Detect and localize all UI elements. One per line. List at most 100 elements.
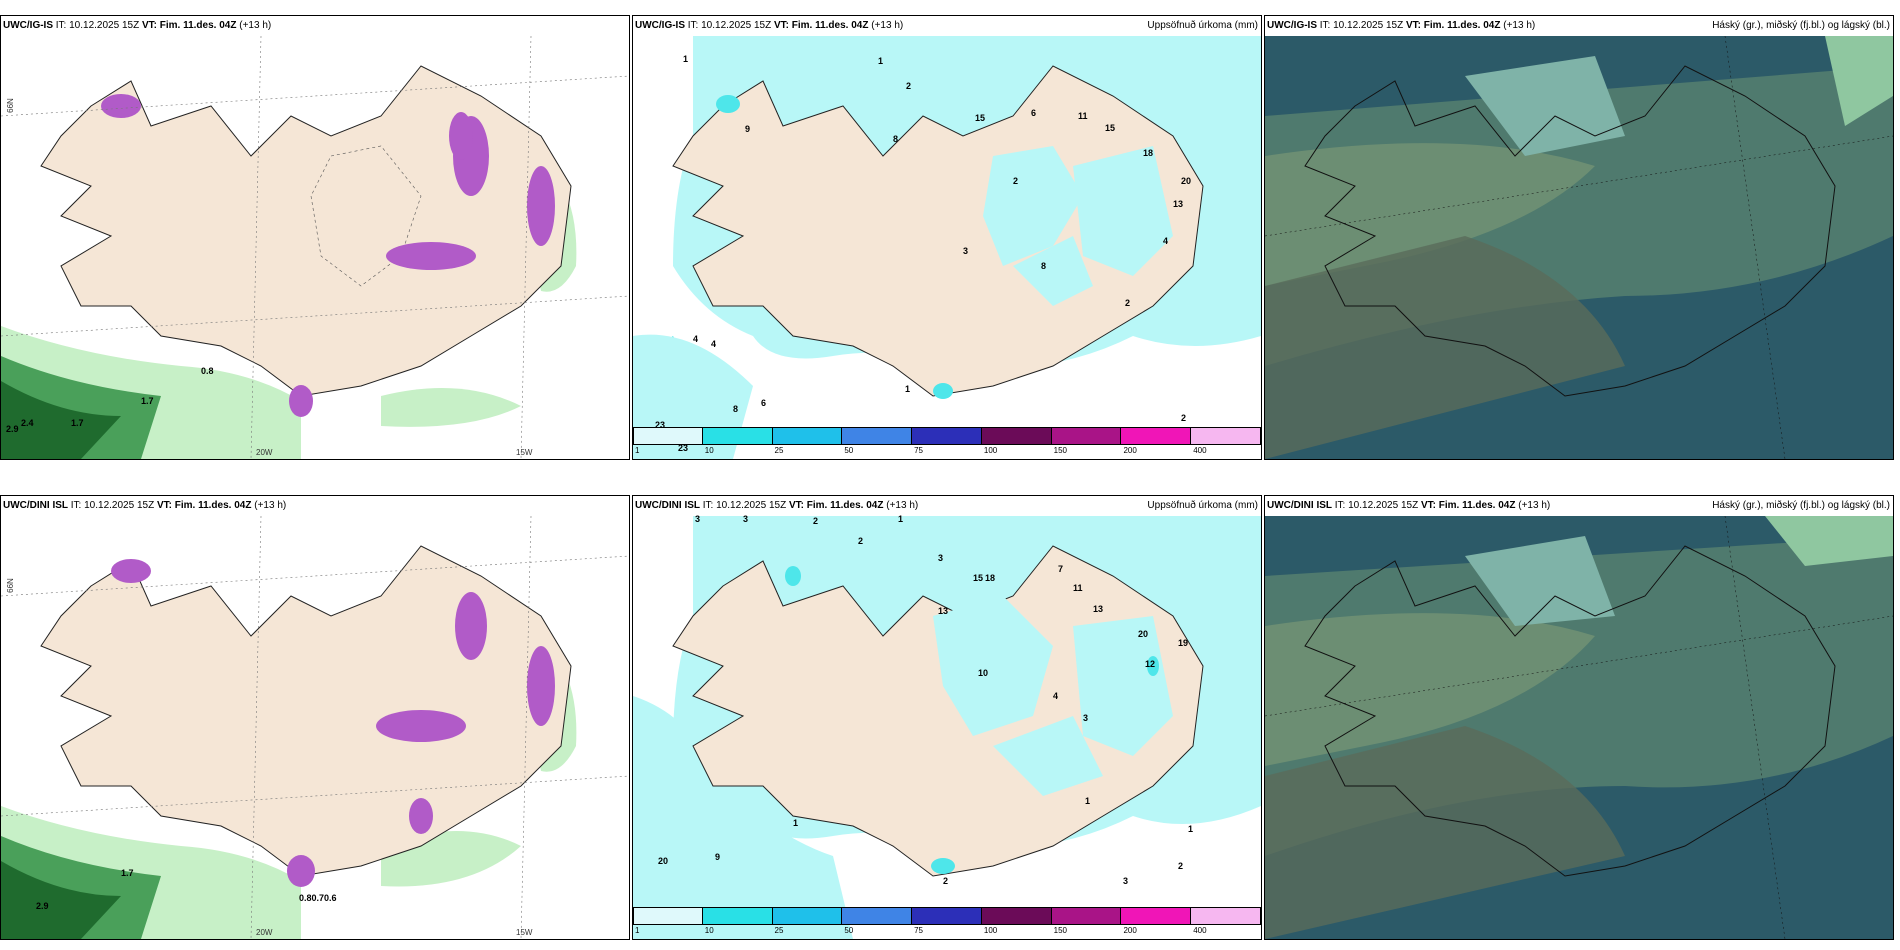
precip-label: 3	[743, 514, 749, 524]
precip-title: Uppsöfnuð úrkoma (mm)	[1147, 500, 1258, 511]
it-value: 10.12.2025 15Z	[69, 20, 140, 31]
colorbar-swatch	[1121, 427, 1192, 445]
panel-header: UWC/DINI ISL IT: 10.12.2025 15Z VT: Fim.…	[1, 496, 629, 516]
precip-label: 3	[938, 553, 944, 563]
lon-label-20w: 20W	[256, 448, 273, 457]
model-name: UWC/DINI ISL	[1267, 500, 1332, 511]
vt-label: VT:	[1420, 500, 1436, 511]
panel-wind-ig: UWC/IG-IS IT: 10.12.2025 15Z VT: Fim. 11…	[0, 15, 630, 460]
it-label: IT:	[687, 20, 699, 31]
wind-label: 2.4	[21, 418, 34, 428]
precip-label: 20	[658, 856, 669, 866]
precip-label: 8	[893, 134, 899, 144]
vt-value: Fim. 11.des. 04Z	[1423, 20, 1501, 31]
colorbar-swatch	[912, 907, 982, 925]
lon-label-15w: 15W	[516, 928, 533, 937]
precip-label: 1	[898, 514, 904, 524]
wind-map	[1, 516, 629, 939]
precip-label: 3	[695, 514, 701, 524]
cloud-map	[1265, 36, 1893, 459]
it-value: 10.12.2025 15Z	[701, 20, 772, 31]
lead-time: (+13 h)	[1503, 20, 1536, 31]
precip-label: 3	[1123, 876, 1129, 886]
colorbar-tick-label: 1	[635, 446, 640, 455]
wind-map	[1, 36, 629, 459]
wind-label: 1.7	[141, 396, 154, 406]
panel-header: UWC/DINI ISL IT: 10.12.2025 15Z VT: Fim.…	[633, 496, 1261, 516]
colorbar-tick-label: 400	[1193, 926, 1207, 935]
precip-colorbar: 1 10 25 50 75 100 150 200 400	[633, 427, 1261, 459]
colorbar-tick-label: 100	[983, 926, 998, 935]
panel-header: UWC/IG-IS IT: 10.12.2025 15Z VT: Fim. 11…	[1, 16, 629, 36]
lat-label-66n: 66N	[5, 98, 15, 113]
precip-label: 6	[1031, 108, 1037, 118]
vt-value: Fim. 11.des. 04Z	[806, 500, 884, 511]
precip-label: 9	[715, 852, 721, 862]
wind-label: 2.9	[36, 901, 49, 911]
vt-label: VT:	[788, 500, 804, 511]
wind-label: 1.7	[121, 868, 134, 878]
colorbar-tick-label: 10	[704, 446, 714, 455]
panel-header: UWC/IG-IS IT: 10.12.2025 15Z VT: Fim. 11…	[1265, 16, 1893, 36]
precip-title: Uppsöfnuð úrkoma (mm)	[1147, 20, 1258, 31]
precip-map	[633, 516, 1261, 939]
precip-label: 23	[678, 443, 689, 453]
colorbar-frame	[633, 427, 1261, 445]
lon-label-15w: 15W	[516, 448, 533, 457]
vt-value: Fim. 11.des. 04Z	[159, 20, 237, 31]
vt-label: VT:	[1405, 20, 1421, 31]
precip-label: 1	[1188, 824, 1194, 834]
precip-label: 4	[1163, 236, 1169, 246]
precip-label: 11	[1078, 111, 1088, 121]
panel-precip-dini: UWC/DINI ISL IT: 10.12.2025 15Z VT: Fim.…	[632, 495, 1262, 940]
precip-label: 1	[1085, 796, 1091, 806]
colorbar-tick-label: 200	[1123, 926, 1137, 935]
cloud-title: Háský (gr.), miðský (fj.bl.) og lágský (…	[1712, 500, 1890, 511]
precip-label: 2	[1181, 413, 1187, 423]
precip-label: 1	[878, 56, 884, 66]
colorbar-swatch	[702, 427, 773, 445]
precip-label: 23	[655, 420, 666, 430]
precip-label: 10	[978, 668, 989, 678]
precip-label: 11	[1073, 583, 1083, 593]
colorbar-tick-label: 25	[774, 446, 784, 455]
precip-label: 2	[906, 81, 912, 91]
vt-value: Fim. 11.des. 04Z	[174, 500, 252, 511]
it-label: IT:	[702, 500, 714, 511]
precip-label: 1	[905, 384, 911, 394]
colorbar-swatch	[772, 907, 843, 925]
colorbar-swatch	[772, 427, 843, 445]
precip-label: 13	[1093, 604, 1104, 614]
colorbar-swatch	[1051, 907, 1122, 925]
vt-label: VT:	[141, 20, 157, 31]
lead-time: (+13 h)	[871, 20, 904, 31]
precip-label: 1	[683, 54, 689, 64]
precip-label: 2	[813, 516, 819, 526]
colorbar-tick-label: 150	[1053, 446, 1068, 455]
wind-label: 0.8	[201, 366, 214, 376]
panel-cloud-ig: UWC/IG-IS IT: 10.12.2025 15Z VT: Fim. 11…	[1264, 15, 1894, 460]
it-value: 10.12.2025 15Z	[1348, 500, 1419, 511]
colorbar-tick-label: 100	[983, 446, 998, 455]
precip-label: 4	[1053, 691, 1059, 701]
it-label: IT:	[1319, 20, 1331, 31]
precip-label: 4	[693, 334, 699, 344]
lead-time: (+13 h)	[239, 20, 272, 31]
colorbar-swatch	[1121, 907, 1192, 925]
wind-label: 2.9	[6, 424, 19, 434]
precip-label: 8	[1041, 261, 1047, 271]
precip-label: 20	[1138, 629, 1149, 639]
colorbar-frame	[633, 907, 1261, 925]
colorbar-tick-label: 400	[1193, 446, 1207, 455]
vt-value: Fim. 11.des. 04Z	[791, 20, 869, 31]
precip-label: 19	[1178, 638, 1189, 648]
precip-label: 12	[1145, 659, 1156, 669]
colorbar-tick-label: 1	[635, 926, 640, 935]
precip-label: 20	[1181, 176, 1192, 186]
it-value: 10.12.2025 15Z	[716, 500, 787, 511]
lead-time: (+13 h)	[254, 500, 287, 511]
colorbar-swatch	[633, 907, 703, 925]
precip-label: 13	[1173, 199, 1184, 209]
colorbar-swatch	[633, 427, 703, 445]
precip-label: 9	[745, 124, 751, 134]
